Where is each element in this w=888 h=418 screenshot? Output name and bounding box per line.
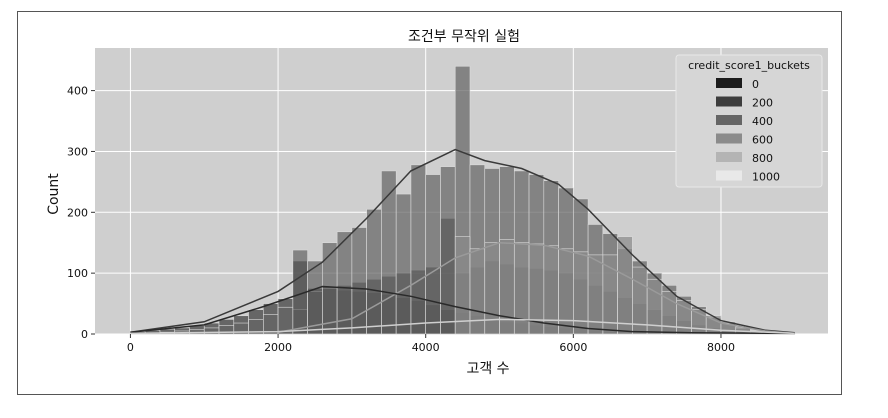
legend-swatch-800: [716, 152, 742, 162]
y-tick-label: 200: [67, 206, 88, 219]
y-axis-label: Count: [46, 173, 62, 215]
bar-400-12: [307, 260, 323, 335]
kde-line-400: [130, 148, 795, 334]
legend-label-400: 400: [752, 115, 773, 128]
legend-swatch-1000: [716, 170, 742, 181]
y-tick-label: 100: [67, 267, 88, 280]
legend-label-600: 600: [752, 134, 773, 147]
bar-400-18: [395, 193, 412, 335]
bar-400-19: [410, 164, 426, 335]
kde-line-0: [130, 285, 795, 335]
chart-title: 조건부 무작위 실험: [408, 29, 520, 45]
y-tick-label: 400: [67, 85, 88, 98]
legend-swatch-200: [716, 96, 742, 107]
x-tick-label: 4000: [412, 341, 440, 354]
bar-600-22: [454, 236, 471, 335]
x-tick-label: 0: [127, 341, 134, 354]
kde-lines: [130, 148, 795, 335]
y-tick-label: 0: [81, 328, 88, 341]
legend-swatch-400: [716, 115, 742, 125]
x-tick-label: 2000: [264, 341, 292, 354]
legend-swatch-0: [716, 78, 742, 88]
legend-swatch-600: [716, 133, 742, 144]
bar-400-16: [366, 208, 382, 335]
bar-600-33: [617, 236, 633, 335]
bar-600-37: [676, 300, 692, 335]
plot-area: [95, 48, 828, 335]
legend-box: [675, 54, 823, 188]
legend-label-1000: 1000: [752, 171, 780, 184]
kde-line-800: [130, 318, 795, 335]
x-axis-label: 고객 수: [466, 361, 509, 377]
y-tick-label: 300: [67, 145, 88, 158]
legend-title: credit_score1_buckets: [688, 59, 810, 72]
legend-label-0: 0: [752, 78, 759, 91]
kde-line-600: [277, 241, 795, 335]
x-tick-label: 6000: [559, 341, 587, 354]
legend-label-800: 800: [752, 152, 773, 165]
legend-label-200: 200: [752, 97, 773, 110]
x-tick-label: 8000: [707, 341, 735, 354]
bar-400-21: [440, 166, 456, 335]
bar-400-13: [322, 242, 338, 335]
bars: [130, 65, 796, 335]
legend: credit_score1_buckets 0 200 400 600 800 1000: [675, 54, 823, 188]
bar-400-20: [425, 174, 441, 335]
